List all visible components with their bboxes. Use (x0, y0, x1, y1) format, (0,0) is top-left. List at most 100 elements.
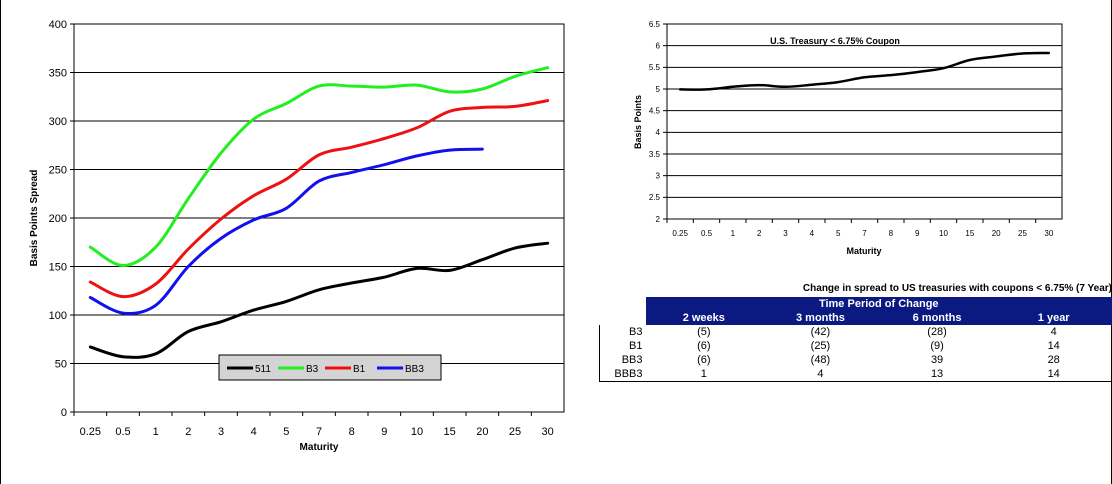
y-tick-label: 300 (49, 116, 67, 128)
table-cell: (9) (930, 340, 944, 352)
table-cell: (25) (810, 340, 831, 352)
table-cell: (6) (697, 340, 711, 352)
series-line-treasury (678, 51, 1051, 91)
right-x-ticks: 0.25 0.5 1 2 3 4 5 7 8 9 10 15 20 25 30 (666, 219, 1054, 238)
x-tick-label: 5 (283, 426, 289, 438)
left-x-axis-title: Maturity (300, 442, 339, 453)
row-label: B3 (599, 325, 646, 339)
x-tick-label: 30 (1044, 229, 1053, 238)
spread-change-table-title: Change in spread to US treasuries with c… (802, 283, 1112, 294)
x-tick-label: 15 (965, 229, 974, 238)
table-cell: 4 (762, 367, 879, 382)
table-cell: (6) (697, 354, 711, 366)
series-line-b1 (88, 99, 550, 299)
x-tick-label: 2 (757, 229, 762, 238)
left-x-ticks: 0.25 0.5 1 2 3 4 5 7 8 9 10 15 20 25 30 (73, 412, 554, 438)
x-tick-label: 25 (1018, 229, 1027, 238)
x-tick-label: 10 (939, 229, 948, 238)
legend-label-bb3: BB3 (405, 364, 424, 375)
right-series-lines (678, 51, 1051, 91)
x-tick-label: 8 (889, 229, 894, 238)
legend-label-b3: B3 (306, 364, 319, 375)
y-tick-label: 4 (656, 128, 661, 137)
y-tick-label: 250 (49, 164, 67, 176)
y-tick-label: 3.5 (649, 150, 661, 159)
spread-change-table: Time Period of Change 2 weeks 3 months 6… (599, 297, 1112, 382)
table-cell: 13 (878, 367, 996, 382)
y-tick-label: 2.5 (649, 193, 661, 202)
y-tick-label: 0 (61, 407, 67, 419)
x-tick-label: 10 (411, 426, 423, 438)
x-tick-label: 9 (915, 229, 920, 238)
right-y-axis-title: Basis Points (633, 95, 643, 149)
table-cell: 14 (1047, 340, 1060, 352)
row-label: B1 (599, 339, 646, 353)
x-tick-label: 9 (381, 426, 387, 438)
x-tick-label: 5 (836, 229, 841, 238)
legend-item-511: 511 (227, 364, 271, 375)
right-chart-title: U.S. Treasury < 6.75% Coupon (770, 36, 900, 46)
row-label: BBB3 (599, 367, 646, 382)
table-cell: (5) (697, 326, 711, 338)
table-row: B3 (5) (42) (28) 4 (599, 325, 1112, 339)
x-tick-label: 0.5 (115, 426, 130, 438)
series-line-b3 (88, 66, 550, 267)
x-tick-label: 0.25 (80, 426, 101, 438)
x-tick-label: 7 (316, 426, 322, 438)
left-gridlines (74, 72, 564, 364)
x-tick-label: 15 (444, 426, 456, 438)
table-header-row: 2 weeks 3 months 6 months 1 year (599, 311, 1112, 325)
table-cell: 1 (645, 367, 763, 382)
x-tick-label: 8 (349, 426, 355, 438)
right-treasury-chart: 2 2.5 3 3.5 4 4.5 5 5.5 6 6.5 0.25 0.5 1 2 3 4 5 7 8 9 10 15… (633, 20, 1063, 256)
y-tick-label: 400 (49, 19, 67, 31)
x-tick-label: 3 (218, 426, 224, 438)
table-cell: 28 (1047, 354, 1060, 366)
table-cell: 39 (930, 354, 944, 366)
table-band-header: Time Period of Change (645, 297, 1112, 311)
right-y-ticks: 2 2.5 3 3.5 4 4.5 5 5.5 6 6.5 (649, 20, 667, 224)
left-spread-chart: 0 50 100 150 200 250 300 350 400 0.25 0.5 1 2 3 4 5 7 8 9… (29, 19, 565, 453)
x-tick-label: 1 (153, 426, 159, 438)
legend-item-b1: B1 (325, 364, 366, 375)
right-gridlines (667, 45, 1062, 198)
left-y-axis-title: Basis Points Spread (29, 170, 40, 267)
right-x-axis-title: Maturity (846, 246, 881, 256)
column-header: 6 months (878, 311, 996, 325)
x-tick-label: 20 (476, 426, 488, 438)
y-tick-label: 6.5 (649, 20, 661, 29)
legend-item-b3: B3 (278, 364, 319, 375)
table-cell: (42) (810, 326, 831, 338)
table-row: BB3 (6) (48) 39 28 (599, 353, 1112, 367)
legend-item-bb3: BB3 (377, 364, 424, 375)
y-tick-label: 50 (55, 358, 67, 370)
left-series-lines (88, 66, 550, 359)
y-tick-label: 200 (49, 213, 67, 225)
table-cell: (28) (927, 326, 947, 338)
x-tick-label: 2 (185, 426, 191, 438)
y-tick-label: 5 (656, 85, 661, 94)
row-label: BB3 (599, 353, 646, 367)
x-tick-label: 3 (783, 229, 788, 238)
table-row: B1 (6) (25) (9) 14 (599, 339, 1112, 353)
y-tick-label: 5.5 (649, 63, 661, 72)
x-tick-label: 0.25 (672, 229, 688, 238)
y-tick-label: 3 (656, 171, 661, 180)
y-tick-label: 6 (656, 41, 661, 50)
column-header: 1 year (995, 311, 1112, 325)
x-tick-label: 4 (810, 229, 815, 238)
left-legend: 511 B3 B1 BB3 (218, 354, 442, 381)
table-cell: 4 (1050, 326, 1057, 338)
y-tick-label: 100 (49, 310, 67, 322)
x-tick-label: 7 (862, 229, 867, 238)
table-band-row: Time Period of Change (599, 297, 1112, 311)
column-header: 2 weeks (645, 311, 763, 325)
x-tick-label: 25 (509, 426, 521, 438)
table-cell: 14 (995, 367, 1112, 382)
right-plot-frame (666, 23, 1063, 220)
x-tick-label: 0.5 (701, 229, 713, 238)
table-cell: (48) (810, 354, 831, 366)
legend-label-511: 511 (255, 364, 271, 375)
y-tick-label: 350 (49, 67, 67, 79)
